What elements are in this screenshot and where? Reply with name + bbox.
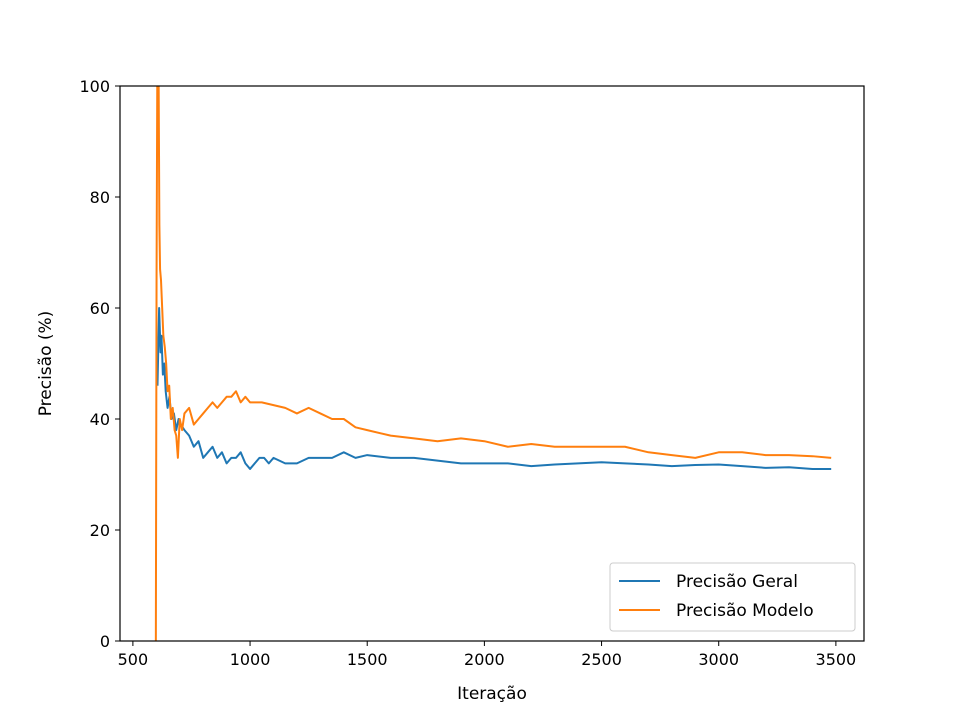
x-tick-label: 1500 xyxy=(347,650,388,669)
y-tick-label: 80 xyxy=(90,188,110,207)
x-axis-label: Iteração xyxy=(457,684,527,704)
y-tick-label: 40 xyxy=(90,410,110,429)
x-tick-label: 500 xyxy=(118,650,149,669)
legend-label-2: Precisão Modelo xyxy=(676,601,814,621)
y-tick-label: 60 xyxy=(90,299,110,318)
x-tick-label: 2500 xyxy=(581,650,622,669)
x-tick-label: 2000 xyxy=(464,650,505,669)
legend-label-1: Precisão Geral xyxy=(676,572,798,592)
legend-box xyxy=(609,562,856,632)
y-tick-label: 20 xyxy=(90,521,110,540)
y-tick-label: 100 xyxy=(79,77,110,96)
y-axis-label: Precisão (%) xyxy=(36,311,56,417)
series-layer xyxy=(154,86,832,641)
x-tick-label: 3000 xyxy=(698,650,739,669)
ticks-layer: 500 1000 1500 2000 2500 3000 3500 0 20 40 60 80 100 xyxy=(79,77,856,669)
legend: Precisão Geral Precisão Modelo xyxy=(609,562,856,632)
x-tick-label: 3500 xyxy=(816,650,857,669)
y-tick-label: 0 xyxy=(100,632,110,651)
series-line-2 xyxy=(154,86,832,641)
x-tick-label: 1000 xyxy=(230,650,271,669)
axes-frame xyxy=(119,85,865,642)
